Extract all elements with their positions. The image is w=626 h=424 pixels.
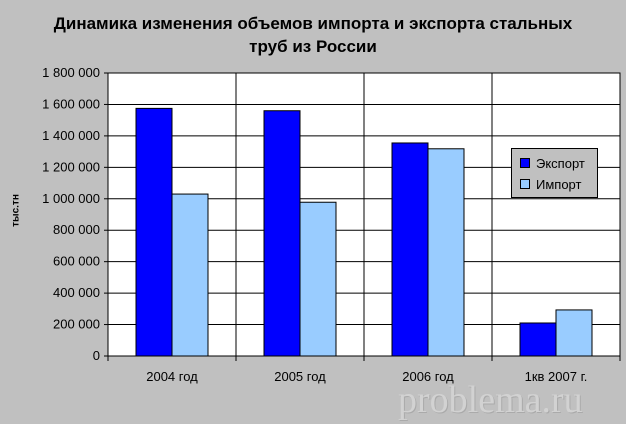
- plot-border: [107, 72, 621, 357]
- y-tick-label: 800 000: [53, 222, 100, 237]
- legend-label-import: Импорт: [536, 176, 582, 192]
- y-tick-label: 600 000: [53, 254, 100, 269]
- legend-swatch-import: [520, 179, 530, 189]
- bar: [519, 322, 557, 357]
- bar: [263, 110, 301, 357]
- y-tick-label: 0: [93, 348, 100, 363]
- legend-swatch-export: [520, 158, 530, 168]
- x-tick-label: 2006 год: [402, 369, 454, 384]
- watermark-text: problema.ru: [398, 379, 583, 421]
- y-tick-label: 400 000: [53, 285, 100, 300]
- bar: [171, 193, 209, 357]
- x-tick-label: 2004 год: [146, 369, 198, 384]
- bar: [555, 309, 593, 357]
- x-tick-label: 2005 год: [274, 369, 326, 384]
- y-tick-label: 200 000: [53, 317, 100, 332]
- legend-label-export: Экспорт: [536, 155, 585, 171]
- y-tick-label: 1 800 000: [42, 65, 100, 80]
- chart-title: Динамика изменения объемов импорта и экс…: [53, 14, 573, 56]
- bar: [427, 148, 465, 357]
- y-tick-label: 1 200 000: [42, 159, 100, 174]
- bar: [135, 107, 173, 357]
- bar: [299, 201, 337, 357]
- legend-item-import: Импорт: [520, 176, 581, 192]
- legend: Экспорт Импорт: [511, 148, 598, 198]
- bar: [391, 142, 429, 357]
- x-tick-label: 1кв 2007 г.: [525, 369, 588, 384]
- y-tick-label: 1 000 000: [42, 191, 100, 206]
- y-tick-label: 1 600 000: [42, 96, 100, 111]
- legend-item-export: Экспорт: [520, 155, 585, 171]
- y-tick-label: 1 400 000: [42, 128, 100, 143]
